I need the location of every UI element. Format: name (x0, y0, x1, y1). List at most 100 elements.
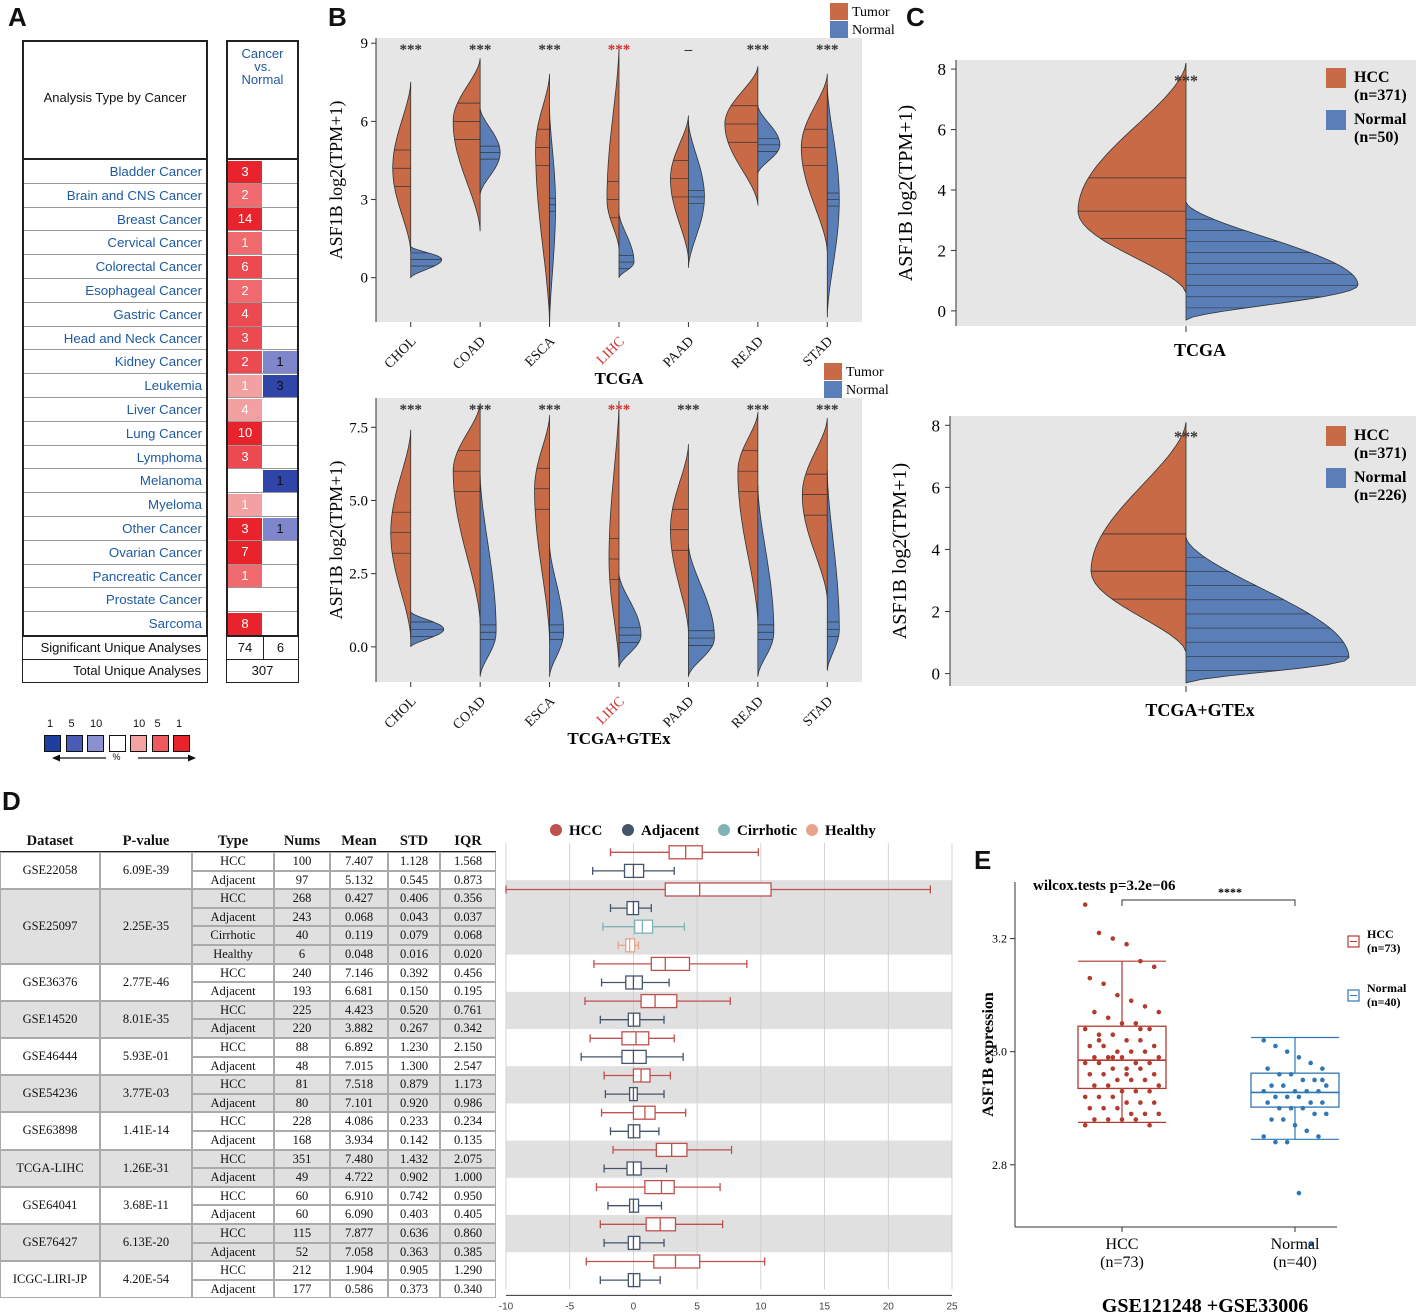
data-point (1308, 1100, 1313, 1105)
data-point (1087, 1071, 1093, 1077)
table-cell: Adjacent (192, 1168, 274, 1187)
table-cell: 0.905 (388, 1261, 440, 1280)
normal-half-violin (549, 106, 557, 326)
row-band (506, 991, 952, 1029)
x-axis-label: TCGA (594, 369, 644, 388)
data-point (1292, 1122, 1298, 1128)
table-cell: 0.520 (388, 1000, 440, 1020)
data-point (1316, 1134, 1321, 1139)
cancer-name: Lung Cancer (125, 425, 202, 441)
data-point (1138, 958, 1143, 964)
data-point (1110, 1094, 1116, 1100)
legend-box-icon (1347, 989, 1360, 1002)
table-cell: 220 (274, 1019, 330, 1038)
x-tick-label: LIHC (594, 694, 628, 728)
dataset-cell: GSE54236 (0, 1075, 100, 1113)
up-count-cell: 10 (228, 422, 262, 445)
y-tick-label: 0 (938, 302, 947, 321)
normal-half-violin (479, 473, 497, 678)
table-cell: 0.020 (440, 945, 496, 964)
x-tick-label: Normal (1271, 1236, 1320, 1253)
table-cell: Adjacent (192, 1131, 274, 1150)
significance-stars: *** (816, 42, 839, 58)
data-point (1151, 1100, 1157, 1105)
box (640, 993, 678, 1009)
down-count-cell: 1 (263, 350, 297, 374)
data-point (1288, 1071, 1294, 1077)
cancer-row: Melanoma (24, 469, 206, 494)
legend-tumor-swatch (824, 363, 842, 380)
up-count-cell: 3 (228, 327, 262, 350)
significant-up: 74 (227, 637, 264, 659)
table-cell: 7.480 (330, 1149, 388, 1169)
total-label: Total Unique Analyses (22, 659, 208, 683)
table-cell: 0.373 (388, 1279, 440, 1299)
cancer-name: Colorectal Cancer (95, 259, 202, 275)
data-point (1119, 1088, 1125, 1094)
row-band (506, 1066, 952, 1104)
data-point (1320, 1066, 1325, 1071)
pvalue-cell: 2.25E-35 (100, 889, 192, 964)
analysis-type-header: Analysis Type by Cancer (43, 90, 187, 105)
legend-hcc-swatch (1326, 426, 1346, 446)
data-point (1308, 1060, 1313, 1066)
table-cell: HCC (192, 963, 274, 983)
tumor-half-violin (390, 429, 412, 640)
dataset-cell: GSE14520 (0, 1000, 100, 1038)
data-point (1261, 1134, 1267, 1139)
legend-normal-swatch (1326, 468, 1346, 488)
down-count-cell: 3 (263, 374, 297, 397)
significance-stars: *** (469, 402, 492, 418)
table-cell: 2.547 (440, 1056, 496, 1076)
panel-letter-a: A (8, 2, 27, 32)
data-point (1151, 964, 1157, 970)
legend-label: Adjacent (641, 823, 699, 839)
table-cell: 7.058 (330, 1242, 388, 1262)
data-point (1101, 1043, 1106, 1049)
data-point (1265, 1066, 1270, 1071)
value-row-divider (228, 279, 297, 303)
data-point (1138, 1100, 1143, 1105)
legend-arrows (52, 754, 196, 762)
data-point (1096, 1060, 1102, 1066)
cancer-row: Head and Neck Cancer (24, 327, 206, 351)
table-cell: Adjacent (192, 1019, 274, 1038)
table-cell: HCC (192, 1038, 274, 1057)
cancer-row: Breast Cancer (24, 208, 206, 232)
significance-stars: *** (1174, 73, 1198, 90)
up-count-cell: 1 (228, 374, 262, 397)
table-cell: Adjacent (192, 1093, 274, 1113)
significance-stars: *** (1174, 429, 1198, 446)
legend-normal-n: (n=226) (1354, 487, 1407, 504)
legend-percent: % (112, 752, 121, 762)
table-cell: 1.300 (388, 1056, 440, 1076)
table-cell: 0.427 (330, 889, 388, 908)
legend-label: Healthy (825, 823, 876, 839)
table-cell: 40 (274, 926, 330, 945)
value-row-divider (228, 350, 297, 375)
y-tick-label: 6 (361, 114, 369, 130)
data-point (1269, 1083, 1274, 1088)
pvalue-cell: 8.01E-35 (100, 1000, 192, 1038)
y-tick-label: 4 (932, 540, 941, 559)
data-point (1261, 1038, 1267, 1043)
table-header-cell: Nums (283, 833, 321, 849)
tumor-half-violin (669, 115, 689, 261)
legend-swatch (108, 735, 126, 752)
table-header-rule (0, 851, 496, 852)
cancer-name: Myeloma (148, 497, 202, 513)
table-cell: 7.015 (330, 1056, 388, 1076)
down-count-cell: 1 (263, 517, 297, 540)
data-point (1110, 1032, 1116, 1038)
data-point (1156, 1083, 1162, 1088)
pvalue-cell: 3.68E-11 (100, 1186, 192, 1224)
data-point (1138, 1066, 1143, 1071)
data-point (1133, 1060, 1139, 1066)
table-cell: HCC (192, 1112, 274, 1131)
data-point (1110, 1055, 1116, 1060)
significance-stars: *** (469, 42, 492, 58)
x-tick-label: 5 (694, 1301, 700, 1312)
x-tick-label: -10 (499, 1301, 514, 1312)
